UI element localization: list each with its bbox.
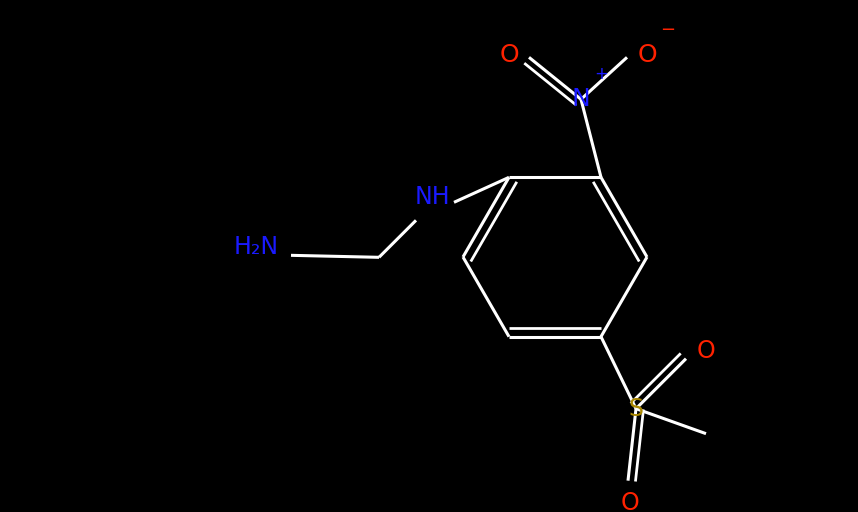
Text: N: N [571, 88, 590, 111]
Text: NH: NH [414, 185, 450, 209]
Text: −: − [660, 22, 675, 39]
Text: H₂N: H₂N [233, 236, 279, 259]
Text: O: O [637, 44, 657, 67]
Text: O: O [697, 338, 716, 362]
Text: +: + [594, 66, 607, 83]
Text: S: S [629, 397, 644, 421]
Text: O: O [499, 44, 519, 67]
Text: O: O [620, 490, 639, 512]
